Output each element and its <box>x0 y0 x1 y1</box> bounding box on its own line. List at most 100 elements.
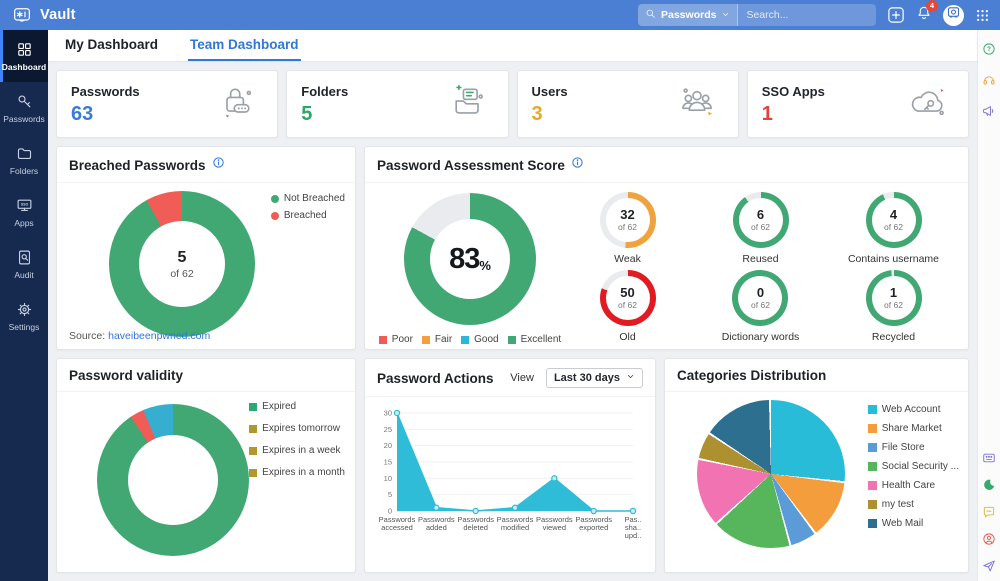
stat-value: 3 <box>531 103 543 125</box>
breached-donut-chart: 5 of 62 <box>109 191 255 337</box>
avatar[interactable] <box>943 4 964 26</box>
panel-title: Breached Passwords <box>69 157 206 173</box>
lock-icon <box>215 82 259 127</box>
legend-item: Expires in a month <box>249 467 345 478</box>
assessment-mini-donuts: 32 of 62 Weak 6 of 62 Reused 4 of 62 Contai… <box>561 190 960 345</box>
folder-icon <box>16 145 33 162</box>
rail-bottom-group <box>982 451 996 573</box>
legend-item: Excellent <box>507 334 561 345</box>
help-icon[interactable]: ? <box>982 42 996 56</box>
panel-title: Password Assessment Score <box>377 157 565 173</box>
apps-icon: SSO <box>16 197 33 214</box>
info-icon[interactable] <box>212 156 225 174</box>
send-icon[interactable] <box>982 559 996 573</box>
brand: Vault <box>12 5 76 25</box>
mini-donut-old: 50 of 62 Old <box>599 269 656 343</box>
legend-item: Expires in a week <box>249 445 345 456</box>
chevron-down-icon <box>626 372 635 384</box>
stat-card-users[interactable]: Users 3 <box>516 70 739 138</box>
chat-icon[interactable] <box>982 505 996 519</box>
legend-item: Web Account <box>867 404 959 415</box>
sidebar-item-apps[interactable]: SSO Apps <box>0 186 48 238</box>
svg-text:30: 30 <box>384 409 392 418</box>
breached-count: 5 <box>177 248 187 266</box>
password-assessment-panel: Password Assessment Score 83 % <box>364 146 969 350</box>
sidebar-item-label: Folders <box>9 165 39 176</box>
breached-total: of 62 <box>170 267 194 280</box>
svg-text:20: 20 <box>384 441 392 450</box>
sidebar-item-label: Settings <box>8 321 40 332</box>
panel-title: Password validity <box>69 368 184 383</box>
apps-grid-button[interactable] <box>975 8 990 23</box>
moon-icon[interactable] <box>982 478 996 492</box>
legend-item: Not Breached <box>270 193 345 204</box>
legend-item: Expires tomorrow <box>249 423 345 434</box>
actions-area-chart: 0 5 10 15 20 25 30 Passwords accessed Passwords ad… <box>365 397 655 572</box>
stats-row: Passwords 63 Folders 5 Users 3 SSO Apps … <box>56 70 969 138</box>
tab-team-dashboard[interactable]: Team Dashboard <box>188 29 301 61</box>
notification-badge: 4 <box>926 0 938 12</box>
svg-text:10: 10 <box>384 474 392 483</box>
tab-my-dashboard[interactable]: My Dashboard <box>65 37 159 52</box>
users-icon <box>674 82 720 127</box>
score-unit: % <box>479 257 491 273</box>
assessment-score-donut: 83 % <box>404 193 536 325</box>
sidebar-item-label: Audit <box>14 269 34 280</box>
megaphone-icon[interactable] <box>982 104 996 118</box>
sidebar-item-dashboard[interactable]: Dashboard <box>0 30 48 82</box>
stat-card-sso-apps[interactable]: SSO Apps 1 <box>746 70 969 138</box>
stat-card-passwords[interactable]: Passwords 63 <box>56 70 279 138</box>
stat-value: 5 <box>301 103 313 125</box>
mini-donut-recycled: 1 of 62 Recycled <box>865 269 922 343</box>
legend-item: Expired <box>249 401 345 412</box>
sidebar-item-audit[interactable]: Audit <box>0 238 48 290</box>
source-link[interactable]: haveibeenpwned.com <box>108 330 211 342</box>
user-icon[interactable] <box>982 532 996 546</box>
legend-item: Fair <box>421 334 452 345</box>
stat-card-folders[interactable]: Folders 5 <box>286 70 509 138</box>
sidebar-item-settings[interactable]: Settings <box>0 290 48 342</box>
legend-item: my test <box>867 499 959 510</box>
dashboard-icon <box>16 41 33 58</box>
validity-donut-chart <box>97 404 249 556</box>
main-area: My Dashboard Team Dashboard Passwords 63 … <box>48 30 977 581</box>
mini-donut-weak: 32 of 62 Weak <box>599 192 656 265</box>
legend-item: Breached <box>270 210 345 221</box>
legend-item: Social Security ... <box>867 461 959 472</box>
stat-value: 1 <box>761 103 773 125</box>
headset-icon[interactable] <box>982 73 996 87</box>
safe-icon <box>946 5 961 25</box>
assessment-legend: Poor Fair Good Excellent <box>378 334 561 345</box>
notifications-button[interactable]: 4 <box>916 0 938 26</box>
folder-tray-icon <box>446 82 490 127</box>
panel-title: Password Actions <box>377 370 494 386</box>
add-button[interactable] <box>887 6 905 24</box>
sidebar-item-folders[interactable]: Folders <box>0 134 48 186</box>
info-icon[interactable] <box>571 156 584 174</box>
legend-item: File Store <box>867 442 959 453</box>
view-range-select[interactable]: Last 30 days <box>545 368 643 388</box>
key-icon <box>16 93 33 110</box>
dashboard-tabs: My Dashboard Team Dashboard <box>48 30 977 62</box>
stat-label: Folders <box>301 84 349 99</box>
topbar: Vault Passwords 4 <box>0 0 1000 30</box>
svg-text:?: ? <box>987 46 991 53</box>
sidebar-item-label: Dashboard <box>1 61 47 72</box>
search-scope-dropdown[interactable]: Passwords <box>638 4 739 26</box>
right-utility-rail: ? <box>977 30 1000 581</box>
mini-donut-contains-username: 4 of 62 Contains username <box>848 192 939 265</box>
sidebar-item-passwords[interactable]: Passwords <box>0 82 48 134</box>
categories-legend: Web Account Share Market File Store Social … <box>867 404 959 529</box>
source-line: Source: haveibeenpwned.com <box>69 330 211 342</box>
panel-title: Categories Distribution <box>677 368 827 383</box>
password-validity-panel: Password validity Expired Expires tomorro… <box>56 358 356 573</box>
breached-passwords-panel: Breached Passwords 5 of 62 Not Breached B… <box>56 146 356 350</box>
search-input[interactable] <box>738 4 876 26</box>
stat-label: SSO Apps <box>761 84 825 99</box>
legend-item: Good <box>461 334 499 345</box>
password-actions-panel: Password Actions View Last 30 days 0 5 10 1… <box>364 358 656 573</box>
keyboard-icon[interactable] <box>982 451 996 465</box>
